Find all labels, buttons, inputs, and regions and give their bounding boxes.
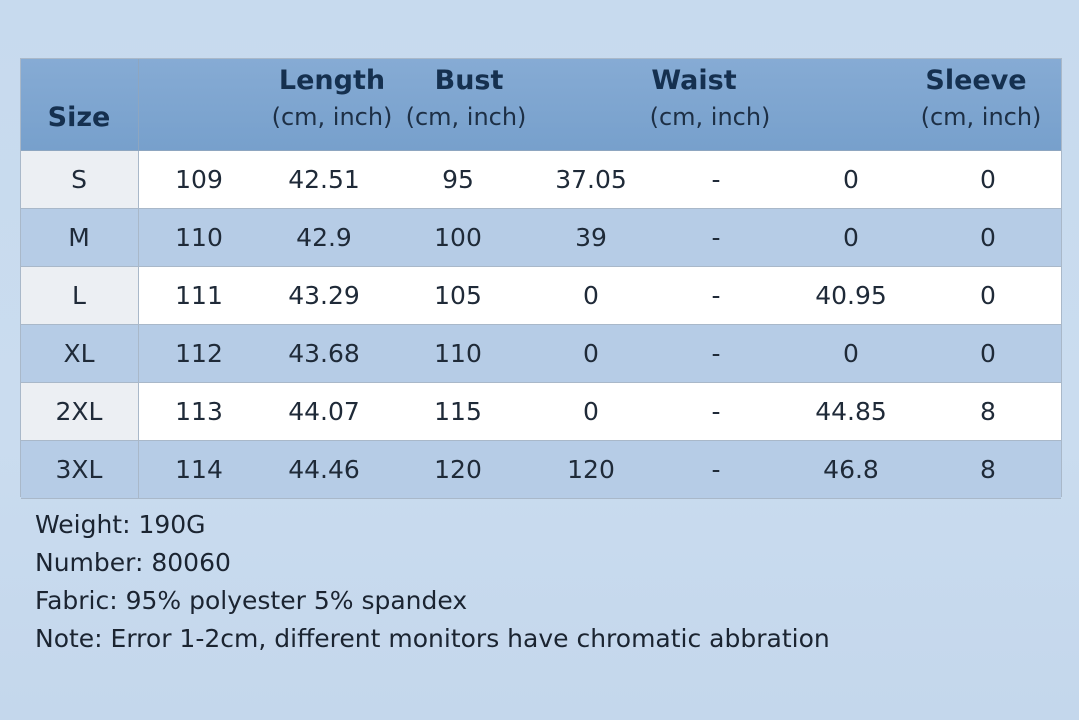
- table-cell: 8: [980, 397, 996, 426]
- table-cell: -: [711, 339, 721, 368]
- column-unit: (cm, inch): [649, 103, 771, 131]
- size-header-cell: Size: [21, 59, 139, 150]
- table-cell: 0: [843, 339, 859, 368]
- table-cell: 42.51: [288, 165, 360, 194]
- column-title: Waist: [651, 65, 737, 96]
- table-cell: -: [711, 397, 721, 426]
- table-cell: 2XL: [55, 397, 103, 426]
- table-cell: 0: [583, 397, 599, 426]
- table-cell: 111: [175, 281, 223, 310]
- table-cell: 114: [175, 455, 223, 484]
- table-cell: 0: [980, 223, 996, 252]
- table-cell: XL: [63, 339, 95, 368]
- table-cell: 105: [434, 281, 482, 310]
- size-cell: [21, 325, 139, 382]
- table-cell: 0: [583, 281, 599, 310]
- table-cell: 115: [434, 397, 482, 426]
- size-cell: [21, 441, 139, 498]
- column-title: Length: [278, 65, 386, 96]
- table-header: Size Length (cm, inch) Bust (cm, inch) Waist…: [21, 59, 1061, 151]
- table-cell: 100: [434, 223, 482, 252]
- size-cell: [21, 383, 139, 440]
- table-cell: 8: [980, 455, 996, 484]
- table-cell: 0: [980, 281, 996, 310]
- size-cell: [21, 267, 139, 324]
- table-cell: 113: [175, 397, 223, 426]
- table-cell: 46.8: [823, 455, 879, 484]
- table-row: XL 112 43.68 110 0 - 0 0: [21, 325, 1061, 383]
- table-cell: M: [68, 223, 90, 252]
- table-cell: 44.07: [288, 397, 360, 426]
- table-cell: -: [711, 455, 721, 484]
- table-cell: 0: [980, 165, 996, 194]
- table-cell: 0: [980, 339, 996, 368]
- size-cell: [21, 209, 139, 266]
- table-cell: 120: [567, 455, 615, 484]
- table-cell: 0: [843, 223, 859, 252]
- note-line: Weight: 190G: [35, 510, 206, 539]
- column-unit: (cm, inch): [405, 103, 527, 131]
- table-row: L 111 43.29 105 0 - 40.95 0: [21, 267, 1061, 325]
- column-title: Sleeve: [925, 65, 1027, 96]
- table-cell: -: [711, 281, 721, 310]
- table-cell: 44.46: [288, 455, 360, 484]
- table-row: S 109 42.51 95 37.05 - 0 0: [21, 151, 1061, 209]
- column-unit: (cm, inch): [920, 103, 1042, 131]
- table-row: 2XL 113 44.07 115 0 - 44.85 8: [21, 383, 1061, 441]
- table-cell: 109: [175, 165, 223, 194]
- column-title: Bust: [434, 65, 504, 96]
- size-cell: [21, 151, 139, 208]
- table-cell: 37.05: [555, 165, 627, 194]
- note-line: Number: 80060: [35, 548, 231, 577]
- table-cell: 110: [175, 223, 223, 252]
- table-cell: 112: [175, 339, 223, 368]
- table-cell: 39: [575, 223, 607, 252]
- table-row: M 110 42.9 100 39 - 0 0: [21, 209, 1061, 267]
- column-unit: (cm, inch): [271, 103, 393, 131]
- table-cell: 43.29: [288, 281, 360, 310]
- note-line: Note: Error 1-2cm, different monitors ha…: [35, 624, 830, 653]
- table-cell: 0: [843, 165, 859, 194]
- table-cell: 95: [442, 165, 474, 194]
- table-cell: -: [711, 223, 721, 252]
- table-cell: L: [72, 281, 86, 310]
- size-header: Size: [47, 102, 111, 133]
- table-cell: 120: [434, 455, 482, 484]
- table-cell: 44.85: [815, 397, 887, 426]
- table-cell: -: [711, 165, 721, 194]
- table-cell: S: [71, 165, 87, 194]
- table-row: 3XL 114 44.46 120 120 - 46.8 8: [21, 441, 1061, 499]
- table-cell: 110: [434, 339, 482, 368]
- table-cell: 0: [583, 339, 599, 368]
- table-cell: 43.68: [288, 339, 360, 368]
- table-cell: 42.9: [296, 223, 352, 252]
- size-table: Size Length (cm, inch) Bust (cm, inch) Waist…: [20, 58, 1062, 499]
- table-cell: 3XL: [55, 455, 103, 484]
- note-line: Fabric: 95% polyester 5% spandex: [35, 586, 468, 615]
- table-cell: 40.95: [815, 281, 887, 310]
